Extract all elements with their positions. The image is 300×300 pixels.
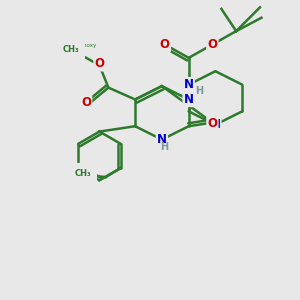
Text: O: O — [94, 57, 104, 70]
Text: O: O — [86, 169, 96, 182]
Text: O: O — [81, 96, 91, 109]
Text: N: N — [210, 118, 220, 131]
Text: N: N — [157, 133, 167, 146]
Text: N: N — [184, 93, 194, 106]
Text: CH₃: CH₃ — [62, 45, 79, 54]
Text: O: O — [71, 45, 81, 58]
Text: methoxy: methoxy — [73, 44, 97, 49]
Text: O: O — [207, 38, 218, 51]
Text: O: O — [160, 38, 170, 51]
Text: O: O — [207, 117, 218, 130]
Text: N: N — [184, 78, 194, 91]
Text: H: H — [160, 142, 169, 152]
Text: H: H — [195, 85, 203, 95]
Text: CH₃: CH₃ — [74, 169, 91, 178]
